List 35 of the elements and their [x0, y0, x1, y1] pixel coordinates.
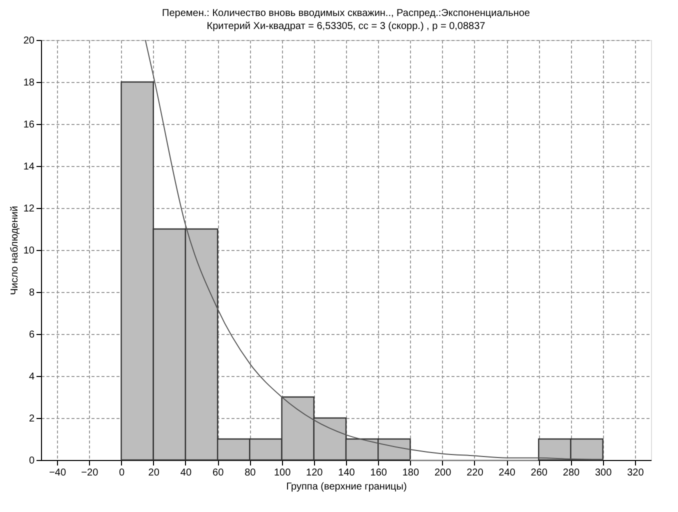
- x-tick-label: 180: [402, 468, 420, 478]
- x-tick-label: −20: [81, 468, 99, 478]
- y-tick-label: 18: [23, 78, 35, 88]
- x-tick-label: 160: [370, 468, 388, 478]
- x-tick-label: 200: [434, 468, 452, 478]
- x-tick-label: 120: [306, 468, 324, 478]
- line-series: [144, 40, 604, 460]
- x-tick-label: 40: [180, 468, 192, 478]
- y-tick-label: 8: [28, 288, 35, 298]
- y-tick-label: 2: [28, 414, 35, 424]
- y-tick-label: 4: [28, 372, 35, 382]
- x-tick-label: 300: [595, 468, 612, 478]
- x-tick-label: 60: [212, 468, 224, 478]
- y-tick-label: 0: [28, 456, 35, 466]
- y-tick-label: 6: [28, 330, 35, 340]
- x-tick-label: 260: [530, 468, 548, 478]
- x-axis-title: Группа (верхние границы): [286, 482, 407, 492]
- y-tick-label: 16: [23, 120, 35, 130]
- y-axis-title: Число наблюдений: [9, 206, 20, 296]
- x-tick-label: 220: [466, 468, 484, 478]
- x-tick-label: 80: [244, 468, 256, 478]
- chart-title: Перемен.: Количество вновь вводимых скважин.., Распред.:Экспоненциальное: [162, 8, 530, 19]
- x-tick-label: 100: [274, 468, 292, 478]
- x-tick-label: −40: [49, 468, 66, 478]
- x-tick-label: 320: [627, 468, 644, 478]
- y-tick-label: 14: [23, 162, 35, 172]
- x-tick-label: 0: [118, 468, 125, 478]
- x-tick-label: 280: [562, 468, 580, 478]
- chart-subtitle: Критерий Хи-квадрат = 6,53305, сс = 3 (скорр.) , p = 0,08837: [206, 21, 486, 32]
- y-tick-label: 20: [23, 36, 35, 46]
- x-tick-label: 20: [148, 468, 160, 478]
- x-tick-label: 140: [338, 468, 356, 478]
- y-tick-label: 10: [23, 246, 35, 256]
- x-tick-label: 240: [498, 468, 516, 478]
- y-tick-label: 12: [23, 204, 35, 214]
